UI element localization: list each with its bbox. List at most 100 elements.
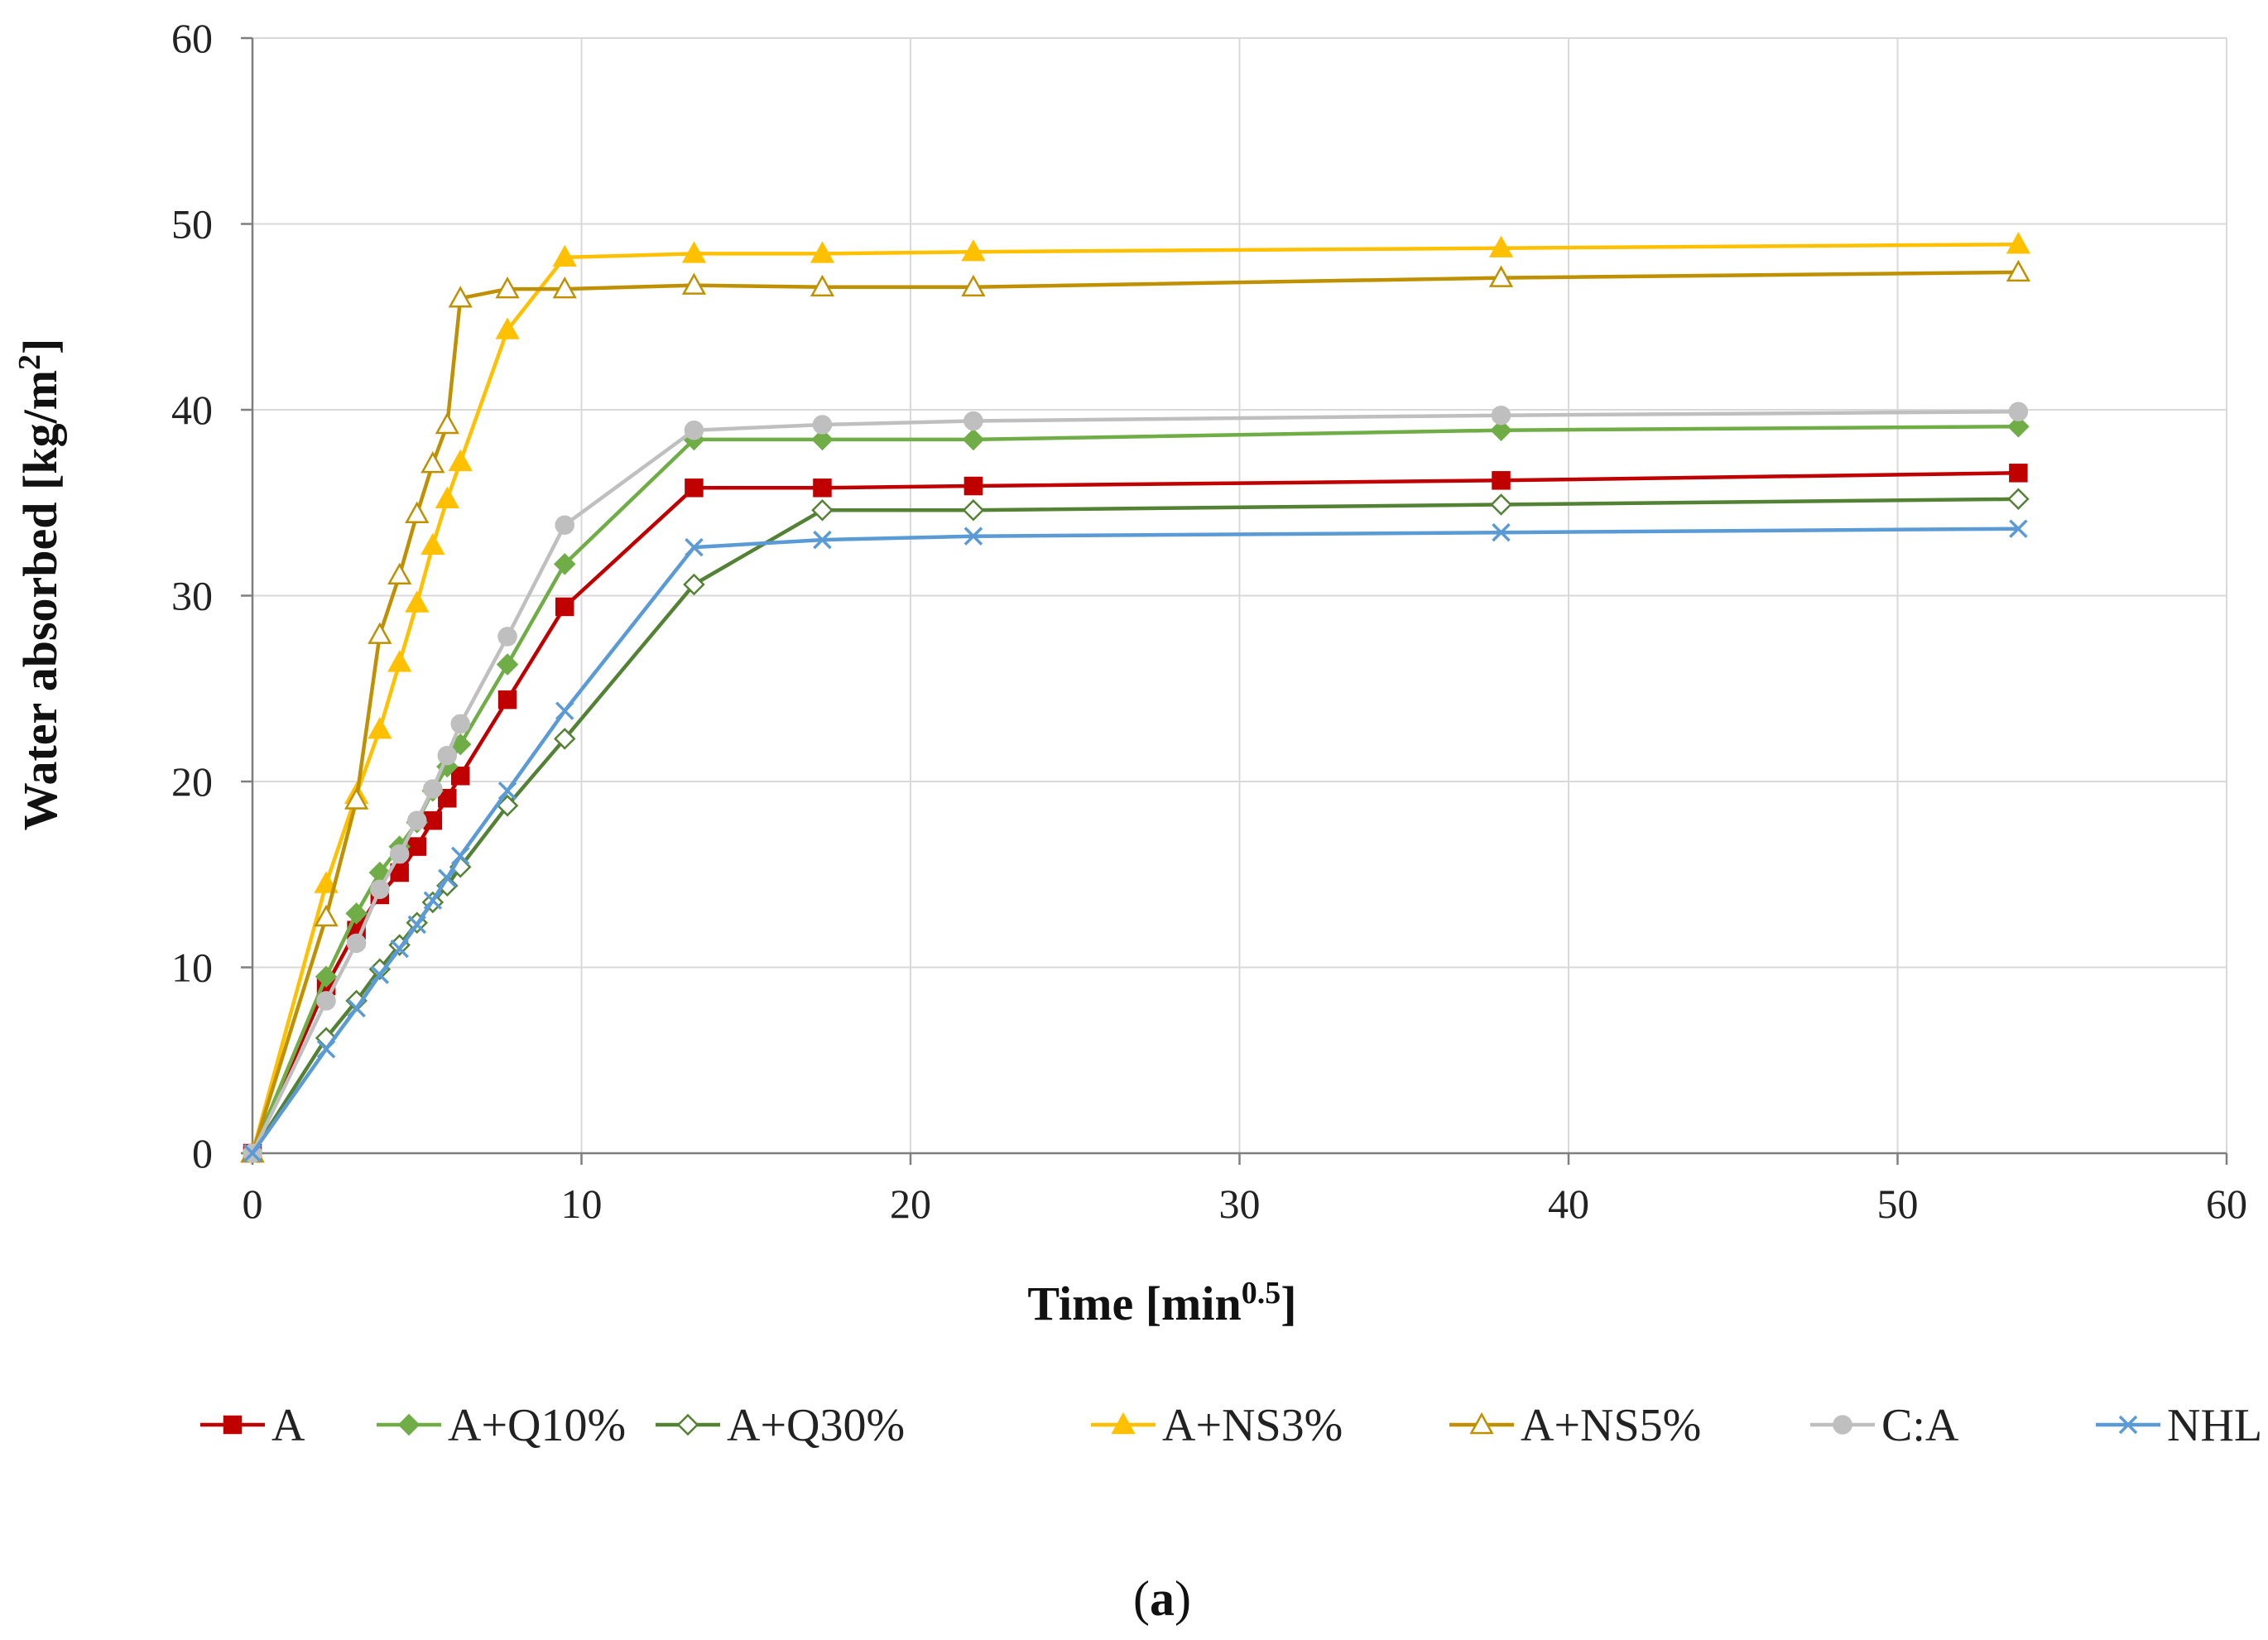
data-point-marker — [2009, 464, 2028, 483]
data-point-marker — [316, 991, 336, 1011]
data-point-marker — [370, 965, 390, 984]
data-point-marker — [1492, 471, 1511, 490]
data-point-marker — [684, 420, 704, 440]
data-point-marker — [407, 915, 426, 935]
series-nhl — [243, 519, 2028, 1163]
data-point-marker — [347, 998, 366, 1018]
legend-item-a-ns3: A+NS3% — [1091, 1400, 1343, 1451]
data-point-marker — [405, 590, 430, 613]
data-point-marker — [1492, 522, 1511, 542]
y-tick-label: 0 — [192, 1130, 213, 1176]
data-point-marker — [344, 787, 369, 810]
data-point-marker — [435, 486, 459, 509]
data-point-marker — [2118, 1415, 2138, 1435]
data-point-marker — [423, 779, 443, 799]
data-point-marker — [314, 871, 339, 893]
x-tick-label: 0 — [243, 1181, 263, 1227]
data-point-marker — [2006, 259, 2031, 282]
series-a-ns3 — [240, 232, 2031, 1163]
data-point-marker — [390, 939, 409, 959]
data-point-marker — [683, 573, 705, 596]
data-point-marker — [389, 844, 410, 864]
data-point-marker — [1490, 493, 1512, 516]
series-line-a-ns3 — [250, 242, 2019, 1154]
data-point-marker — [963, 411, 983, 431]
data-point-marker — [450, 846, 470, 866]
data-point-marker — [1488, 235, 1514, 257]
series-line-c-a — [250, 409, 2019, 1154]
legend-label: A+Q30% — [727, 1400, 905, 1451]
data-point-marker — [438, 868, 457, 887]
x-tick-label: 40 — [1548, 1181, 1589, 1227]
data-point-marker — [496, 653, 519, 676]
legend-item-a-q30: A+Q30% — [656, 1400, 905, 1451]
data-point-marker — [963, 527, 983, 546]
y-tick-label: 30 — [171, 573, 213, 619]
data-point-marker — [387, 562, 412, 585]
figure-caption: (a) — [1133, 1571, 1191, 1626]
y-tick-label: 10 — [171, 945, 213, 991]
series-a-ns5 — [240, 259, 2031, 1163]
data-point-marker — [810, 241, 835, 263]
data-point-marker — [243, 1143, 262, 1163]
gridlines — [252, 37, 2227, 1153]
y-tick-label: 40 — [171, 387, 213, 433]
data-point-marker — [2009, 519, 2028, 538]
data-point-marker — [435, 411, 459, 435]
data-point-marker — [813, 479, 832, 498]
x-tick-label: 30 — [1219, 1181, 1261, 1227]
data-point-marker — [963, 476, 983, 496]
series-line-a-q30 — [251, 497, 2019, 1155]
data-point-marker — [555, 597, 574, 617]
data-point-marker — [553, 553, 576, 575]
data-point-marker — [387, 650, 412, 672]
legend-item-a-q10: A+Q10% — [377, 1400, 626, 1451]
legend-item-nhl: NHL — [2096, 1400, 2262, 1451]
series-line-nhl — [251, 527, 2019, 1155]
series-a-q30 — [241, 488, 2030, 1165]
data-point-marker — [961, 239, 986, 262]
data-point-marker — [420, 451, 445, 474]
data-point-marker — [450, 767, 470, 786]
series-c-a — [243, 402, 2029, 1163]
data-point-marker — [497, 627, 517, 647]
data-point-marker — [1111, 1412, 1136, 1435]
data-point-marker — [2008, 402, 2029, 421]
data-point-marker — [346, 933, 367, 954]
legend-item-a: A — [200, 1400, 305, 1451]
data-point-marker — [552, 244, 577, 267]
legend-item-c-a: C:A — [1810, 1400, 1959, 1451]
data-point-marker — [811, 428, 834, 451]
data-point-marker — [676, 1413, 699, 1436]
data-point-marker — [314, 904, 339, 927]
data-point-marker — [555, 701, 574, 720]
data-point-marker — [962, 428, 985, 451]
data-point-marker — [555, 515, 574, 535]
x-tick-label: 50 — [1877, 1181, 1919, 1227]
data-point-marker — [495, 277, 520, 299]
data-point-marker — [495, 317, 520, 339]
data-point-marker — [813, 530, 832, 550]
data-point-marker — [685, 537, 704, 557]
x-tick-label: 20 — [890, 1181, 931, 1227]
data-point-marker — [423, 810, 443, 830]
data-point-marker — [810, 274, 835, 297]
data-point-marker — [407, 810, 427, 830]
legend-label: A — [271, 1400, 305, 1451]
series-layer — [240, 232, 2031, 1165]
data-point-marker — [1833, 1415, 1852, 1435]
legend-label: A+NS5% — [1521, 1400, 1701, 1451]
y-tick-label: 50 — [171, 201, 213, 248]
data-point-marker — [423, 891, 443, 910]
y-axis-ticks: 0 10 20 30 40 50 60 — [171, 15, 252, 1176]
y-tick-label: 60 — [171, 15, 213, 61]
data-point-marker — [1491, 405, 1511, 426]
data-point-marker — [345, 902, 368, 925]
legend-label: NHL — [2167, 1400, 2262, 1451]
data-point-marker — [368, 717, 392, 739]
data-point-marker — [811, 498, 834, 522]
data-point-marker — [681, 241, 707, 263]
data-point-marker — [1469, 1412, 1494, 1435]
data-point-marker — [448, 449, 473, 472]
